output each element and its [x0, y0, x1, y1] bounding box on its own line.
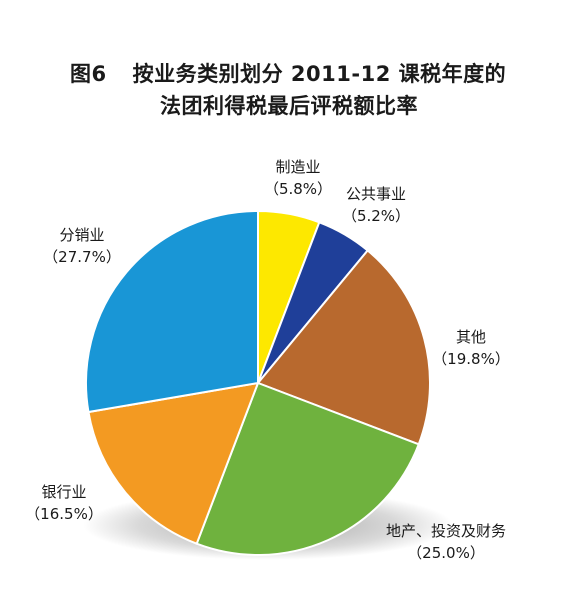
- slice-label-6: 分销业: [59, 226, 104, 244]
- slice-value-2: （5.2%）: [342, 207, 410, 225]
- pie-slices: [85, 209, 431, 556]
- slice-value-4: （25.0%）: [407, 544, 485, 562]
- slice-label-4: 地产、投资及财务: [386, 522, 506, 540]
- slice-label-3: 其他: [456, 328, 486, 346]
- pie-slice-3: [256, 249, 431, 446]
- title-text-1: 按业务类别划分 2011-12 课税年度的: [132, 62, 507, 86]
- slice-label-5: 银行业: [41, 483, 86, 501]
- pie-slice-5: [87, 381, 260, 545]
- slice-value-5: （16.5%）: [25, 505, 103, 523]
- slice-value-6: （27.7%）: [43, 248, 121, 266]
- pie-labels: 制造业 （5.8%） 公共事业 （5.2%） 其他 （19.8%） 地产、投资及财务 （25.…: [25, 158, 510, 562]
- pie-slice-4: [195, 381, 420, 556]
- slice-label-2: 公共事业: [346, 185, 406, 203]
- title-line-2: 法团利得税最后评税额比率: [160, 94, 418, 118]
- figure-number: 图6: [70, 62, 107, 86]
- pie-slice-6: [85, 209, 259, 414]
- title-line-1: 图6 按业务类别划分 2011-12 课税年度的: [70, 58, 506, 88]
- slice-value-3: （19.8%）: [432, 350, 510, 368]
- slice-value-1: （5.8%）: [264, 180, 332, 198]
- slice-label-1: 制造业: [275, 158, 320, 176]
